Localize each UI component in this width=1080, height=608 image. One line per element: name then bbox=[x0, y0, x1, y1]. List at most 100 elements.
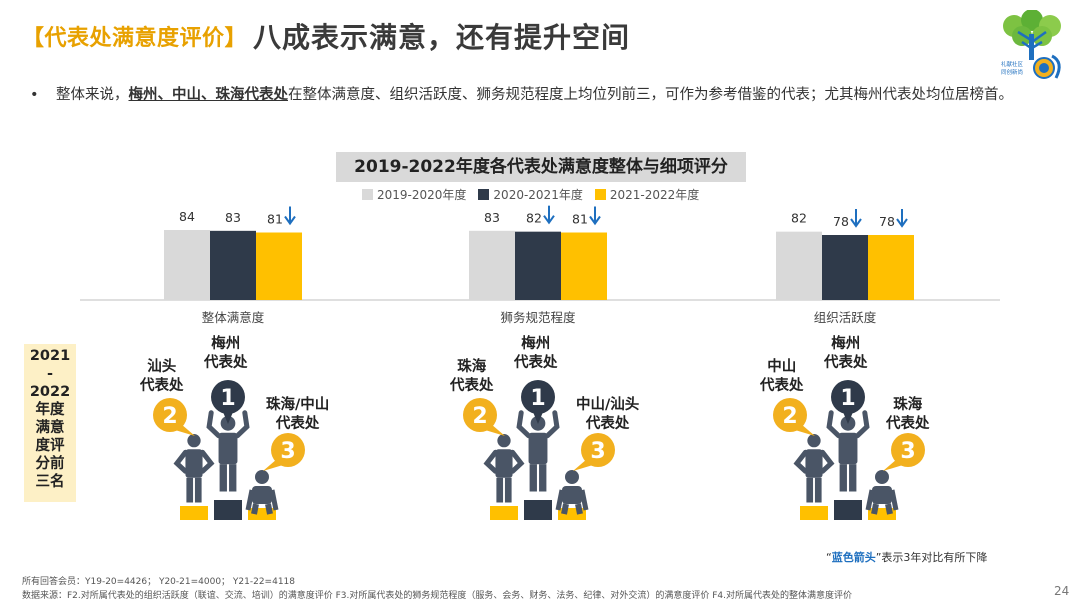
rank-box-line: 2022 bbox=[29, 384, 71, 400]
podium-label-line: 代表处 bbox=[760, 378, 804, 394]
bar bbox=[256, 232, 302, 300]
rank-box-line: - bbox=[46, 366, 54, 382]
first-place-label: 梅州 代表处 bbox=[204, 335, 248, 373]
rank-box-line: 度评 bbox=[35, 438, 65, 454]
podium-base-second bbox=[800, 506, 828, 520]
legend-label: 2021-2022年度 bbox=[609, 187, 700, 202]
podium-base-first bbox=[524, 500, 552, 520]
rank-1-badge-icon: 1 bbox=[211, 380, 245, 424]
podium-label-line: 代表处 bbox=[204, 355, 248, 371]
logo-text-2: 同创新尚 bbox=[1001, 68, 1023, 76]
summary-suffix: 在整体满意度、组织活跃度、狮务规范程度上均位列前三，可作为参考借鉴的代表；尤其梅… bbox=[288, 87, 1013, 103]
note-text: ”表示3年对比有所下降 bbox=[875, 551, 988, 564]
person-figure-icon bbox=[555, 470, 589, 515]
bar-value-label: 83 bbox=[225, 210, 241, 225]
podium-overall: 2 1 3 汕头 代表处 梅州 代表处 珠海/中山 代表处 bbox=[132, 330, 382, 530]
summary-bullet: • 整体来说，梅州、中山、珠海代表处在整体满意度、组织活跃度、狮务规范程度上均位… bbox=[30, 82, 1040, 108]
person-figure-icon bbox=[793, 434, 835, 503]
rank-period-box: 2021 - 2022 年度满意度评分前三名 bbox=[24, 344, 76, 502]
podium-label-line: 珠海/中山 bbox=[266, 397, 330, 413]
svg-text:3: 3 bbox=[280, 439, 295, 464]
down-arrow-icon bbox=[589, 206, 601, 226]
tree-icon bbox=[1003, 10, 1061, 60]
rank-2-badge-icon: 2 bbox=[773, 398, 815, 436]
bar-value-label: 83 bbox=[484, 210, 500, 225]
arrow-legend-note: “蓝色箭头”表示3年对比有所下降 bbox=[826, 549, 987, 565]
podium-label-line: 代表处 bbox=[140, 378, 184, 394]
podium-label-line: 汕头 bbox=[147, 359, 177, 375]
podium-label-line: 中山 bbox=[767, 359, 797, 375]
rank-2-badge-icon: 2 bbox=[463, 398, 505, 436]
second-place-label: 中山 代表处 bbox=[760, 358, 804, 396]
svg-text:2: 2 bbox=[472, 404, 487, 429]
podium-base-second bbox=[490, 506, 518, 520]
svg-text:2: 2 bbox=[162, 404, 177, 429]
legend-item: 2020-2021年度 bbox=[478, 186, 583, 203]
bar bbox=[515, 231, 561, 300]
legend-label: 2020-2021年度 bbox=[493, 187, 583, 202]
rank-box-line: 满意 bbox=[35, 420, 65, 436]
rank-2-badge-icon: 2 bbox=[153, 398, 195, 436]
rank-box-line: 分前 bbox=[35, 456, 65, 472]
summary-emphasis: 梅州、中山、珠海代表处 bbox=[128, 87, 289, 103]
down-arrow-icon bbox=[896, 209, 908, 228]
bar bbox=[776, 231, 822, 300]
rank-3-badge-icon: 3 bbox=[263, 433, 305, 471]
svg-text:3: 3 bbox=[590, 439, 605, 464]
category-label: 狮务规范程度 bbox=[500, 310, 576, 325]
rank-3-badge-icon: 3 bbox=[573, 433, 615, 471]
podium-label-line: 代表处 bbox=[514, 355, 558, 371]
legend-swatch-2020 bbox=[478, 188, 490, 200]
rank-box-line: 年度 bbox=[35, 402, 65, 418]
page-title: 八成表示满意，还有提升空间 bbox=[253, 21, 631, 54]
footnote-sample: 所有回答会员：Y19-20=4426； Y20-21=4000； Y21-22=… bbox=[22, 577, 296, 587]
bar-value-label: 78 bbox=[879, 214, 895, 229]
podium-label-line: 代表处 bbox=[824, 355, 868, 371]
podium-label-line: 代表处 bbox=[886, 416, 930, 432]
podium-base-first bbox=[214, 500, 242, 520]
podium-label-line: 梅州 bbox=[521, 336, 551, 352]
chart-legend: 2019-2020年度 2020-2021年度 2021-2022年度 bbox=[362, 186, 711, 202]
third-place-label: 珠海 代表处 bbox=[886, 396, 930, 434]
legend-item: 2021-2022年度 bbox=[594, 186, 700, 203]
logo-text-1: 礼献社区 bbox=[1001, 60, 1024, 68]
rank-box-line: 2021 bbox=[29, 348, 71, 364]
second-place-label: 珠海 代表处 bbox=[450, 358, 494, 396]
summary-text: 整体来说，梅州、中山、珠海代表处在整体满意度、组织活跃度、狮务规范程度上均位列前… bbox=[30, 82, 1040, 108]
third-place-label: 中山/汕头 代表处 bbox=[576, 396, 639, 434]
section-tag: 【代表处满意度评价】 bbox=[22, 26, 248, 51]
bar bbox=[210, 230, 256, 300]
bar bbox=[164, 230, 210, 300]
page-header: 【代表处满意度评价】 八成表示满意，还有提升空间 bbox=[22, 12, 630, 60]
chart-title: 2019-2022年度各代表处满意度整体与细项评分 bbox=[336, 152, 746, 182]
person-figure-icon bbox=[206, 410, 250, 492]
podium-base-first bbox=[834, 500, 862, 520]
person-figure-icon bbox=[516, 410, 560, 492]
bar bbox=[868, 235, 914, 300]
legend-item: 2019-2020年度 bbox=[362, 186, 466, 203]
legend-swatch-2021 bbox=[594, 188, 606, 200]
svg-text:3: 3 bbox=[900, 439, 915, 464]
second-place-label: 汕头 代表处 bbox=[140, 358, 184, 396]
rank-1-badge-icon: 1 bbox=[521, 380, 555, 424]
person-figure-icon bbox=[826, 410, 870, 492]
svg-text:1: 1 bbox=[840, 386, 855, 411]
third-place-label: 珠海/中山代表处 bbox=[266, 396, 329, 434]
podium-label-line: 代表处 bbox=[275, 416, 320, 432]
summary-prefix: 整体来说， bbox=[56, 87, 129, 103]
bar-value-label: 81 bbox=[267, 212, 283, 227]
bar bbox=[822, 235, 868, 300]
rank-box-line: 三名 bbox=[35, 474, 65, 490]
note-highlight: 蓝色箭头 bbox=[831, 551, 876, 564]
podium-label-line: 珠海 bbox=[893, 397, 923, 413]
svg-text:2: 2 bbox=[782, 404, 797, 429]
first-place-label: 梅州 代表处 bbox=[824, 335, 868, 373]
podium-label-line: 梅州 bbox=[831, 336, 861, 352]
podium-standard: 2 1 3 珠海 代表处 梅州代表处中山/汕头 代表处 bbox=[442, 330, 692, 530]
legend-swatch-2019 bbox=[362, 188, 373, 200]
rank-1-badge-icon: 1 bbox=[831, 380, 865, 424]
person-figure-icon bbox=[483, 434, 525, 503]
category-label: 组织活跃度 bbox=[814, 310, 877, 325]
svg-text:1: 1 bbox=[220, 386, 235, 411]
note-quote: “ bbox=[826, 551, 832, 564]
